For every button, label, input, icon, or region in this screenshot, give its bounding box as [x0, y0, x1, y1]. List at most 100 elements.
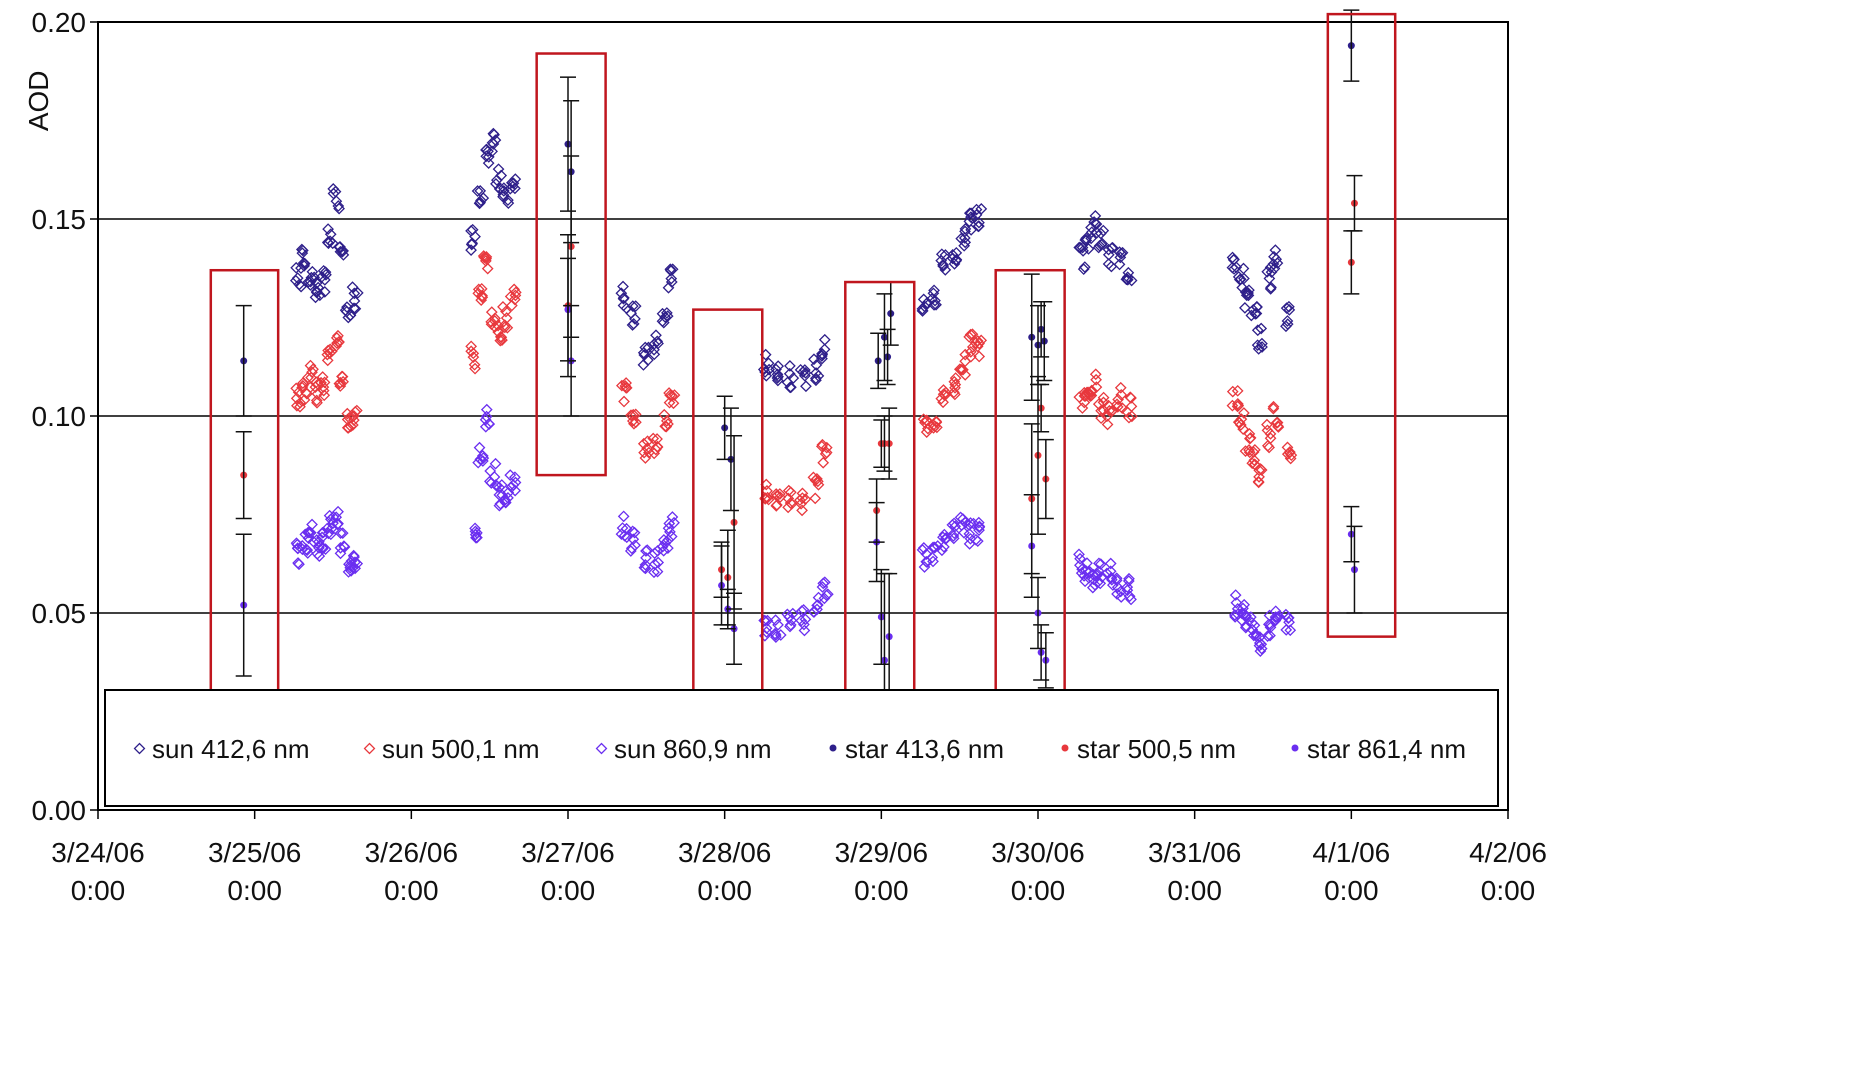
- sun-point: [667, 397, 680, 410]
- sun-point: [761, 491, 774, 504]
- sun-point: [505, 481, 518, 494]
- x-tick-label-time: 0:00: [227, 875, 282, 906]
- sun-point: [630, 416, 642, 429]
- sun-point: [1261, 630, 1274, 643]
- sun-point: [964, 350, 977, 363]
- sun-point: [816, 438, 829, 451]
- sun-point: [1115, 591, 1128, 603]
- sun-point: [465, 238, 478, 251]
- legend-label: star 861,4 nm: [1307, 734, 1466, 764]
- sun-point: [816, 352, 828, 365]
- x-tick-label-time: 0:00: [697, 875, 752, 906]
- sun-point: [1267, 400, 1280, 413]
- sun-point: [964, 328, 977, 341]
- sun-point: [332, 200, 345, 212]
- sun-point: [1112, 393, 1124, 406]
- sun-point: [471, 185, 484, 197]
- sun-point: [494, 330, 507, 343]
- sun-point: [307, 363, 319, 376]
- sun-point: [617, 510, 630, 523]
- sun-point: [928, 284, 940, 297]
- sun-point: [347, 561, 359, 574]
- sun-point: [308, 271, 321, 284]
- sun-point: [321, 348, 334, 361]
- x-tick-label-time: 0:00: [1011, 875, 1066, 906]
- sun-point: [476, 291, 489, 304]
- sun-point: [336, 370, 349, 383]
- sun-point: [489, 457, 502, 470]
- sun-point: [651, 565, 664, 578]
- sun-point: [1093, 557, 1105, 570]
- sun-point: [660, 307, 673, 319]
- sun-point: [1281, 448, 1294, 460]
- sun-point: [769, 614, 782, 627]
- sun-point: [1090, 381, 1103, 393]
- sun-point: [499, 494, 511, 506]
- sun-point: [921, 414, 933, 427]
- sun-point: [1121, 584, 1134, 597]
- sun-point: [958, 232, 971, 244]
- sun-point: [663, 387, 675, 399]
- sun-point: [964, 517, 977, 529]
- y-tick-label: 0.20: [32, 7, 87, 38]
- sun-point: [615, 287, 628, 300]
- sun-point: [927, 419, 940, 432]
- sun-point: [327, 517, 339, 529]
- sun-point: [629, 312, 641, 325]
- sun-point: [1076, 402, 1089, 414]
- sun-point: [816, 581, 829, 593]
- sun-point: [351, 287, 364, 299]
- sun-point: [818, 592, 831, 605]
- sun-point: [1271, 257, 1284, 269]
- sun-point: [641, 435, 654, 448]
- sun-point: [641, 442, 654, 455]
- error-bar: [716, 395, 733, 461]
- sun-point: [1256, 337, 1268, 350]
- sun-point: [1245, 309, 1258, 322]
- sun-point: [957, 513, 969, 525]
- sun-point: [963, 527, 976, 540]
- sun-point: [620, 522, 633, 535]
- sun-point: [480, 251, 493, 263]
- sun-point: [1125, 593, 1137, 606]
- legend-label: sun 860,9 nm: [614, 734, 772, 764]
- sun-point: [465, 225, 477, 237]
- sun-point: [333, 335, 345, 348]
- sun-point: [1235, 607, 1248, 620]
- sun-point: [668, 389, 681, 401]
- legend-item: sun 412,6 nm: [133, 734, 310, 764]
- sun-point: [616, 379, 628, 392]
- sun-point: [796, 487, 809, 500]
- sun-point: [1231, 400, 1244, 413]
- sun-point: [781, 376, 794, 389]
- sun-point: [1079, 575, 1091, 588]
- sun-point: [618, 395, 630, 408]
- sun-point: [772, 370, 784, 383]
- sun-point: [651, 335, 664, 348]
- sun-point: [957, 363, 969, 376]
- sun-point: [785, 381, 797, 394]
- sun-point: [920, 426, 933, 438]
- sun-point: [1233, 273, 1246, 286]
- sun-point: [639, 558, 652, 571]
- x-tick-label-date: 3/31/06: [1148, 837, 1241, 868]
- sun-point: [1254, 645, 1267, 657]
- sun-point: [620, 377, 632, 389]
- sun-point: [664, 263, 677, 276]
- error-bar: [1030, 375, 1046, 535]
- sun-point: [617, 291, 630, 304]
- sun-point: [949, 378, 962, 391]
- sun-point: [797, 366, 809, 378]
- error-bar: [1030, 576, 1046, 650]
- sun-point: [468, 358, 481, 371]
- sun-point: [311, 396, 323, 409]
- x-axis: 3/24/06 0:00 3/25/06 0:00 3/26/06 0:00 3/27/06…: [51, 810, 1547, 906]
- sun-point: [638, 349, 651, 361]
- sun-point: [973, 350, 986, 363]
- error-bar: [1346, 174, 1363, 232]
- sun-point: [346, 410, 359, 423]
- sun-point: [1074, 241, 1087, 254]
- sun-point: [304, 359, 317, 372]
- sun-point: [348, 287, 361, 300]
